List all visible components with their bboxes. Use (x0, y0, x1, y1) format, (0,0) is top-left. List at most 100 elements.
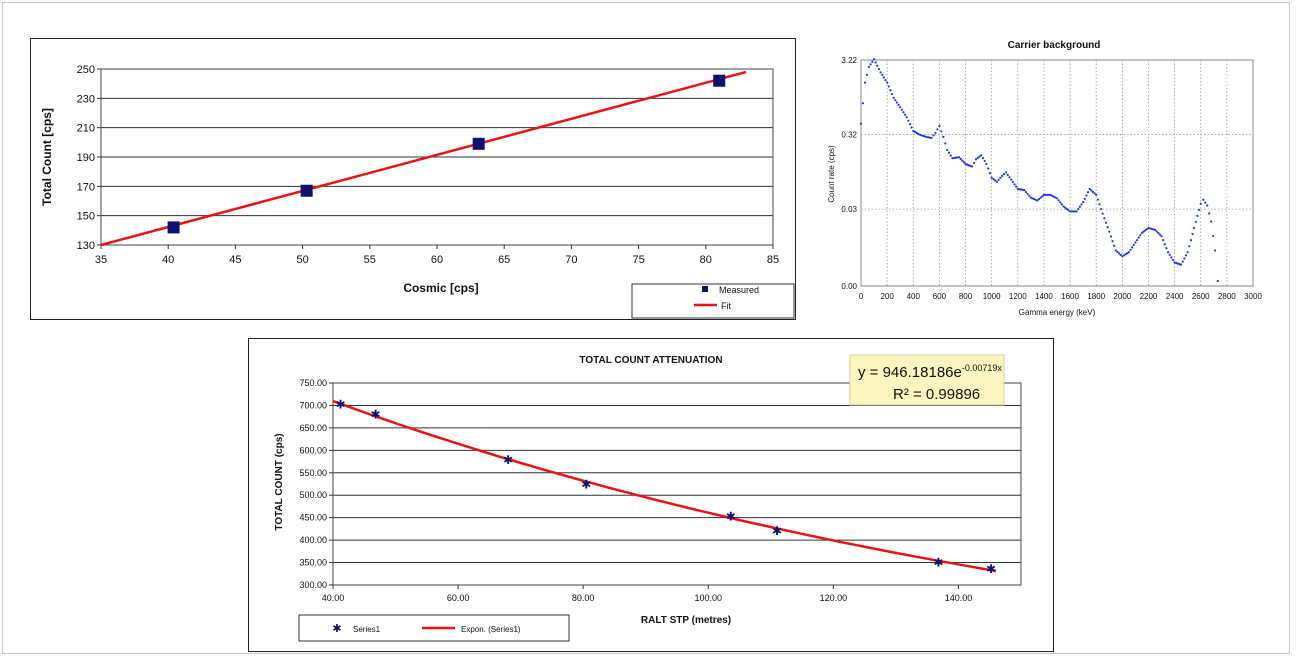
carrier-data-point (995, 180, 998, 183)
carrier-x-tick-label: 2600 (1192, 292, 1210, 301)
carrier-data-point (1109, 235, 1112, 238)
carrier-x-tick-label: 600 (933, 292, 947, 301)
carrier-x-tick-label: 1800 (1087, 292, 1105, 301)
attenuation-series1-point: ✱ (772, 524, 782, 538)
carrier-data-point (894, 99, 897, 102)
carrier-data-point (994, 179, 997, 182)
carrier-data-point (1196, 214, 1199, 217)
attenuation-y-tick-label: 750.00 (299, 378, 327, 388)
carrier-data-point (1139, 234, 1142, 237)
carrier-data-point (889, 89, 892, 92)
carrier-data-point (1067, 209, 1070, 212)
carrier-data-point (1101, 212, 1104, 215)
carrier-x-tick-label: 2800 (1218, 292, 1236, 301)
carrier-data-point (1206, 204, 1209, 207)
carrier-data-point (1194, 220, 1197, 224)
cosmic-legend: Measured Fit (631, 283, 795, 319)
attenuation-equation-exponent: -0.00719x (962, 363, 1003, 373)
cosmic-x-tick-label: 60 (431, 254, 443, 266)
cosmic-x-tick-label: 80 (700, 254, 712, 266)
carrier-x-tick-label: 2000 (1113, 292, 1131, 301)
cosmic-x-ticks: 35 40 45 50 55 60 65 70 75 80 85 (95, 245, 779, 266)
carrier-data-point (1096, 198, 1099, 201)
carrier-data-point (1049, 193, 1052, 196)
attenuation-legend: ✱ Series1 Expon. (Series1) (298, 614, 570, 642)
carrier-data-point (1088, 187, 1091, 191)
carrier-data-point (1015, 185, 1018, 188)
carrier-data-point (988, 172, 992, 175)
carrier-data-point (1091, 190, 1095, 194)
carrier-data-point (992, 177, 995, 181)
carrier-x-tick-label: 1200 (1009, 292, 1027, 301)
carrier-data-point (1051, 194, 1054, 197)
carrier-data-point (1210, 220, 1213, 223)
carrier-data-point (1008, 176, 1011, 179)
attenuation-x-tick-label: 80.00 (572, 593, 595, 603)
carrier-data-point (1052, 195, 1055, 198)
attenuation-x-tick-label: 60.00 (447, 593, 470, 603)
carrier-y-ticks: 0.00 0.03 0.32 3.22 (841, 56, 857, 291)
cosmic-fit-line (100, 70, 747, 247)
carrier-data-point (881, 73, 884, 77)
carrier-data-point (1108, 230, 1111, 233)
carrier-data-point (936, 128, 939, 131)
attenuation-y-tick-label: 400.00 (299, 535, 327, 545)
attenuation-chart-svg: TOTAL COUNT ATTENUATION 40.00 60.00 80.00 1… (274, 354, 1022, 642)
carrier-data-point (1077, 208, 1080, 211)
carrier-x-ticks: 0 200 400 600 800 1000 1200 1400 1600 1800 2000 220… (859, 292, 1263, 301)
cosmic-x-axis-label: Cosmic [cps] (403, 281, 478, 295)
carrier-x-tick-label: 0 (859, 292, 864, 301)
carrier-data-point (1124, 253, 1127, 256)
cosmic-legend-box (631, 283, 795, 319)
carrier-data-point (1011, 180, 1014, 184)
carrier-x-tick-label: 3000 (1244, 292, 1262, 301)
carrier-data-point (907, 119, 910, 122)
carrier-data-point (1153, 228, 1157, 231)
carrier-data-point (882, 76, 885, 79)
attenuation-chart-panel: TOTAL COUNT ATTENUATION 40.00 60.00 80.00 1… (248, 338, 1054, 652)
carrier-data-point (1044, 193, 1047, 196)
carrier-data-point (1073, 210, 1077, 213)
carrier-data-point (917, 132, 920, 135)
cosmic-x-tick-label: 35 (95, 254, 107, 266)
carrier-data-point (897, 103, 900, 106)
attenuation-series1-point: ✱ (986, 562, 996, 576)
carrier-data-point (1111, 240, 1114, 243)
carrier-data-point (859, 122, 863, 125)
carrier-data-point (1036, 199, 1039, 202)
carrier-data-point (1086, 191, 1090, 194)
carrier-data-point (932, 134, 935, 137)
carrier-data-point (865, 73, 868, 76)
carrier-data-point (1184, 254, 1188, 257)
attenuation-legend-series1-swatch: ✱ (332, 623, 341, 635)
carrier-data-point (1075, 210, 1078, 213)
carrier-data-point (997, 178, 1000, 181)
attenuation-y-tick-label: 700.00 (299, 400, 327, 410)
carrier-data-point (1024, 190, 1028, 194)
carrier-data-point (951, 157, 954, 160)
carrier-data-point (961, 159, 964, 162)
carrier-data-point (1019, 188, 1023, 191)
attenuation-legend-series1-label: Series1 (353, 625, 381, 634)
carrier-data-point (1083, 197, 1086, 200)
cosmic-x-tick-label: 85 (767, 254, 779, 266)
carrier-data-point (987, 167, 990, 170)
cosmic-measured-point (167, 221, 180, 234)
carrier-data-point (962, 161, 965, 164)
carrier-data-point (1100, 207, 1103, 211)
carrier-data-point (1162, 239, 1165, 242)
carrier-grid (860, 59, 1254, 287)
carrier-data-point (1157, 231, 1160, 235)
attenuation-y-ticks: 300.00 350.00 400.00 450.00 500.00 550.00 600.… (299, 378, 333, 590)
carrier-data-point (944, 142, 947, 145)
carrier-data-point (1085, 194, 1088, 197)
carrier-data-point (1137, 236, 1140, 239)
carrier-data-point (1140, 231, 1144, 234)
carrier-data-point (1155, 230, 1158, 233)
attenuation-y-axis-label: TOTAL COUNT (cps) (274, 433, 285, 530)
attenuation-exponential-fit (332, 399, 997, 573)
attenuation-chart-title: TOTAL COUNT ATTENUATION (579, 355, 722, 366)
carrier-data-point (1199, 202, 1202, 205)
carrier-data-point (867, 65, 870, 69)
cosmic-measured-point (472, 137, 485, 150)
